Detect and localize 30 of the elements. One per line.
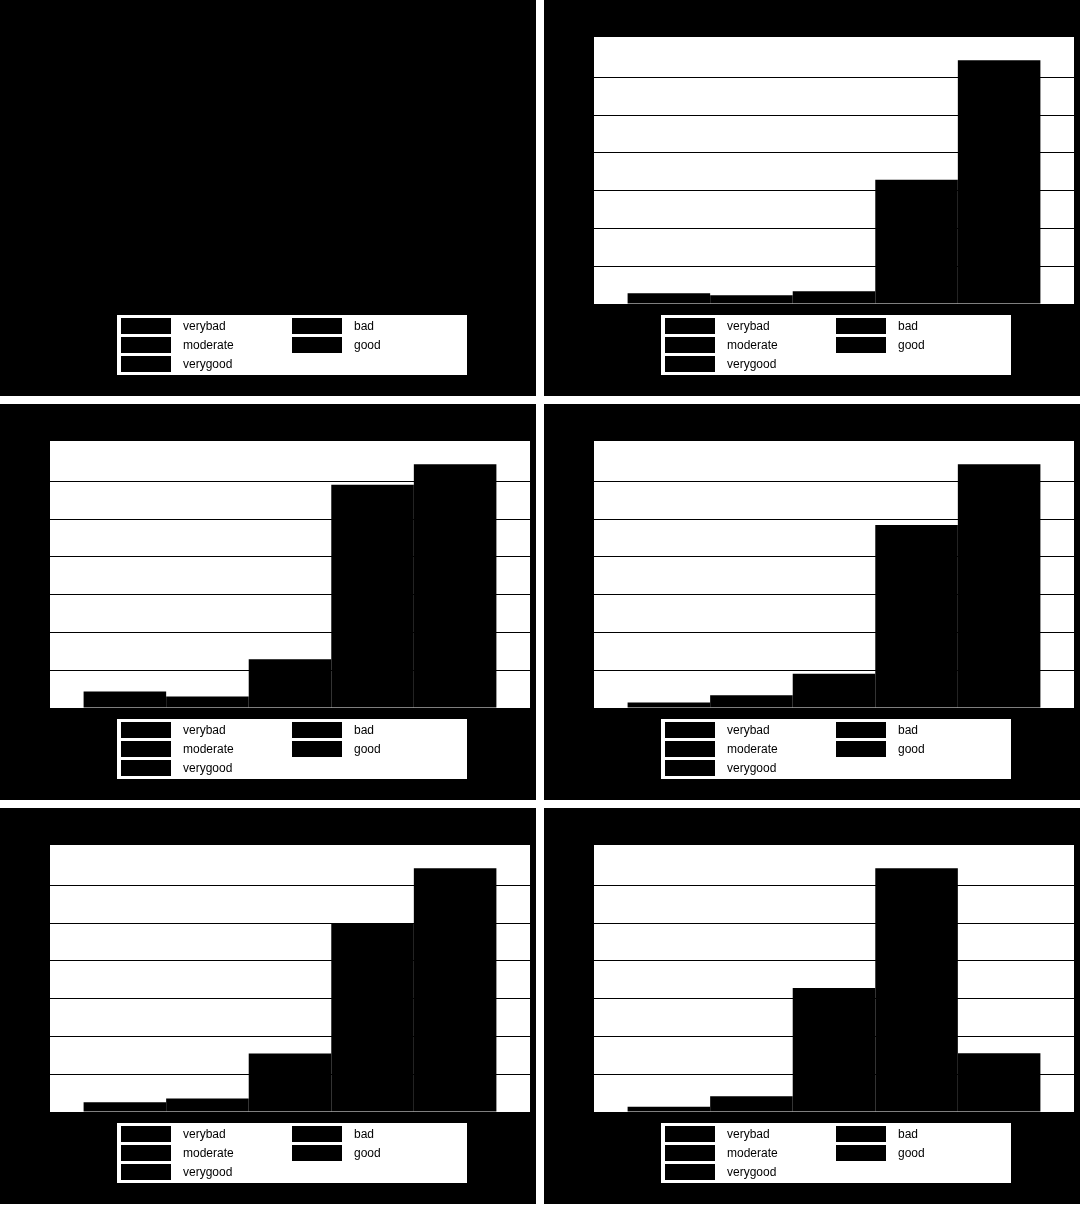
legend-label: bad xyxy=(354,319,375,333)
legend-label: moderate xyxy=(183,338,234,352)
legend-label: verygood xyxy=(183,1165,233,1179)
legend-label: bad xyxy=(354,723,375,737)
legend-label: good xyxy=(898,338,925,352)
legend-label: good xyxy=(898,742,925,756)
legend-label: moderate xyxy=(727,1146,778,1160)
legend-label: bad xyxy=(354,1127,375,1141)
legend-label: verybad xyxy=(183,723,226,737)
legend-label: verybad xyxy=(727,319,770,333)
legend-label: bad xyxy=(898,1127,919,1141)
legend-label: good xyxy=(354,338,381,352)
legend-label: good xyxy=(354,742,381,756)
legend-label: verygood xyxy=(727,1165,777,1179)
legend-label: moderate xyxy=(727,338,778,352)
legend-label: moderate xyxy=(183,1146,234,1160)
legend-label: verybad xyxy=(727,723,770,737)
legend-label: bad xyxy=(898,723,919,737)
legend-label: good xyxy=(898,1146,925,1160)
legend-label: moderate xyxy=(727,742,778,756)
legend-label: verygood xyxy=(727,761,777,775)
legend-label: good xyxy=(354,1146,381,1160)
legend-label: verybad xyxy=(727,1127,770,1141)
legend-label: verygood xyxy=(183,357,233,371)
legend-label: moderate xyxy=(183,742,234,756)
legend-label: verygood xyxy=(727,357,777,371)
legend-label: verybad xyxy=(183,319,226,333)
legend-label: verybad xyxy=(183,1127,226,1141)
legend-label: bad xyxy=(898,319,919,333)
legend-label: verygood xyxy=(183,761,233,775)
